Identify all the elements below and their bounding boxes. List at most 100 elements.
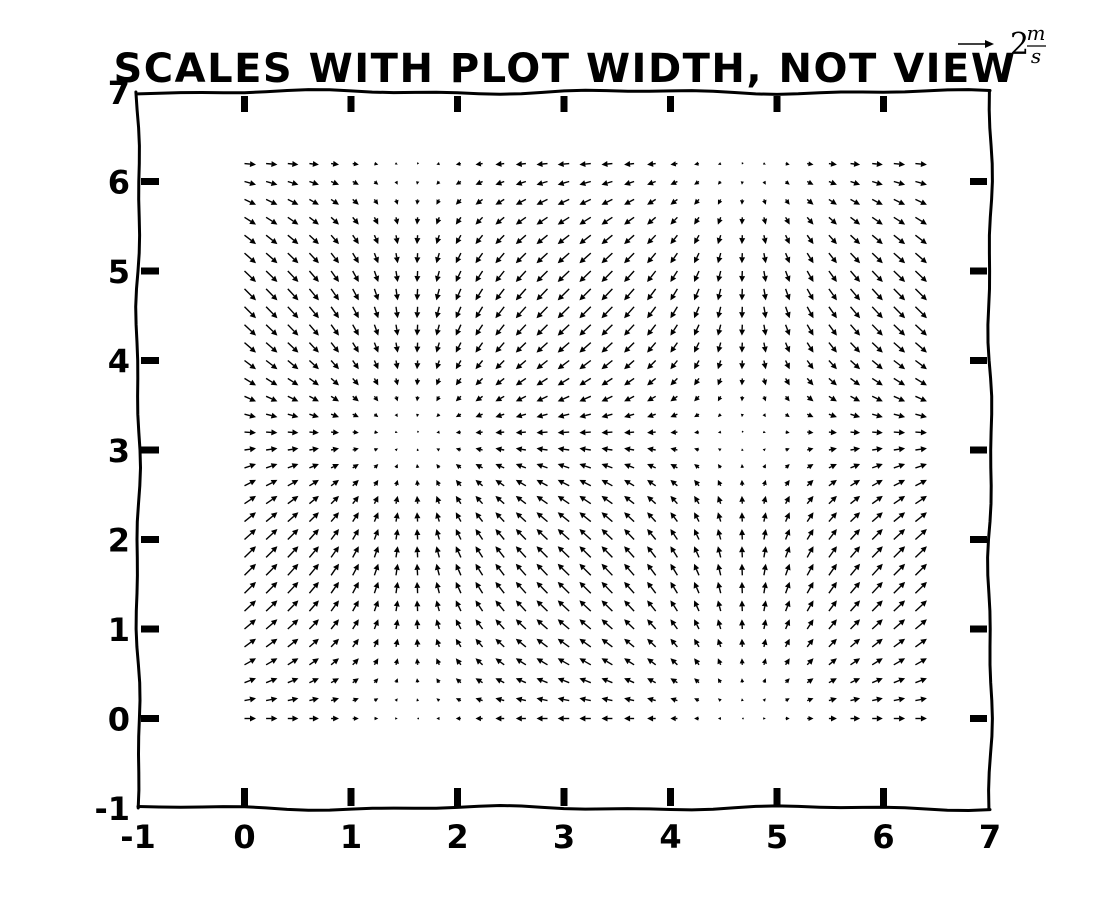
quiver-arrow: [394, 413, 398, 418]
quiver-arrow: [828, 395, 837, 402]
quiver-arrow: [536, 198, 548, 205]
quiver-arrow: [850, 512, 861, 523]
quiver-arrow: [244, 696, 256, 703]
quiver-arrow: [850, 463, 861, 470]
quiver-arrow: [455, 377, 462, 386]
quiver-arrow: [330, 412, 339, 418]
quiver-arrow: [352, 270, 359, 282]
quiver-arrow: [414, 512, 421, 522]
quiver-arrow: [352, 342, 359, 353]
quiver-arrow: [265, 463, 278, 469]
quiver-arrow: [850, 359, 861, 370]
quiver-key-arrow-head: [985, 40, 994, 48]
quiver-arrow: [475, 306, 484, 319]
quiver-arrow: [475, 678, 483, 684]
quiver-arrow: [435, 619, 441, 630]
quiver-arrow: [871, 252, 883, 264]
quiver-arrow: [806, 563, 814, 576]
quiver-arrow: [373, 270, 380, 282]
quiver-arrow: [244, 529, 256, 541]
quiver-arrow: [784, 638, 790, 648]
quiver-arrow: [417, 162, 420, 165]
quiver-arrow: [435, 324, 441, 336]
quiver-arrow: [455, 495, 462, 505]
quiver-arrow: [871, 638, 883, 648]
quiver-arrow: [475, 216, 484, 225]
quiver-arrow: [915, 198, 927, 205]
quiver-arrow: [850, 678, 861, 684]
quiver-arrow: [515, 658, 527, 666]
quiver-arrow: [624, 529, 635, 540]
x-tick-mark-bottom: [454, 788, 461, 806]
quiver-arrow: [536, 546, 548, 558]
quiver-arrow: [601, 677, 613, 684]
quiver-arrow: [495, 658, 505, 666]
quiver-arrow: [716, 342, 723, 353]
quiver-arrow: [624, 546, 635, 558]
quiver-arrow: [850, 638, 861, 648]
quiver-arrow: [414, 495, 421, 504]
quiver-arrow: [762, 448, 766, 452]
quiver-arrow: [761, 619, 768, 630]
quiver-arrow: [475, 479, 484, 487]
quiver-arrow: [601, 306, 613, 319]
quiver-arrow: [475, 377, 484, 386]
frame-top: [136, 88, 992, 96]
quiver-arrow: [784, 395, 790, 402]
quiver-arrow: [455, 216, 462, 225]
quiver-arrow: [265, 479, 278, 487]
quiver-arrow: [265, 619, 278, 630]
quiver-arrow: [647, 429, 656, 436]
quiver-arrow: [352, 306, 359, 319]
quiver-arrow: [914, 359, 927, 370]
quiver-arrows: [244, 160, 927, 722]
quiver-arrow: [739, 619, 746, 630]
quiver-arrow: [670, 581, 678, 594]
quiver-arrow: [784, 600, 791, 612]
quiver-arrow: [455, 306, 462, 319]
quiver-arrow: [806, 512, 814, 522]
quiver-arrow: [266, 161, 278, 167]
quiver-arrow: [915, 377, 927, 386]
quiver-arrow: [647, 658, 657, 666]
quiver-arrow: [893, 658, 906, 666]
quiver-arrow: [373, 306, 380, 319]
quiver-arrow: [849, 600, 861, 612]
quiver-arrow: [784, 563, 791, 576]
quiver-arrow: [536, 581, 549, 594]
quiver-arrow: [872, 412, 883, 419]
x-tick-mark-bottom: [241, 788, 248, 806]
quiver-arrow: [495, 234, 505, 245]
quiver-arrow: [670, 252, 678, 264]
quiver-arrow: [330, 563, 339, 576]
quiver-arrow: [265, 198, 278, 205]
quiver-arrow: [373, 395, 379, 402]
quiver-arrow: [495, 395, 505, 402]
quiver-arrow: [647, 395, 657, 402]
quiver-arrow: [694, 252, 700, 264]
quiver-arrow: [309, 412, 319, 419]
quiver-arrow: [828, 715, 837, 722]
quiver-arrow: [624, 429, 635, 436]
quiver-arrow: [761, 217, 768, 225]
quiver-arrow: [914, 342, 927, 353]
quiver-arrow: [828, 446, 837, 453]
quiver-arrow: [850, 658, 861, 666]
quiver-arrow: [414, 235, 421, 245]
y-tick-mark-right: [970, 178, 987, 185]
quiver-arrow: [717, 658, 723, 666]
quiver-arrow: [670, 600, 678, 612]
quiver-arrow: [579, 715, 591, 722]
quiver-arrow: [893, 324, 906, 336]
quiver-arrow: [647, 715, 656, 722]
quiver-arrow: [515, 581, 527, 594]
quiver-arrow: [670, 678, 678, 684]
quiver-arrow: [762, 430, 766, 434]
quiver-arrow: [761, 658, 767, 666]
quiver-arrow: [373, 678, 379, 684]
quiver-arrow: [784, 479, 790, 487]
quiver-arrow: [435, 234, 442, 245]
quiver-arrow: [287, 563, 299, 576]
quiver-arrow: [495, 342, 505, 353]
quiver-arrow: [557, 495, 570, 505]
